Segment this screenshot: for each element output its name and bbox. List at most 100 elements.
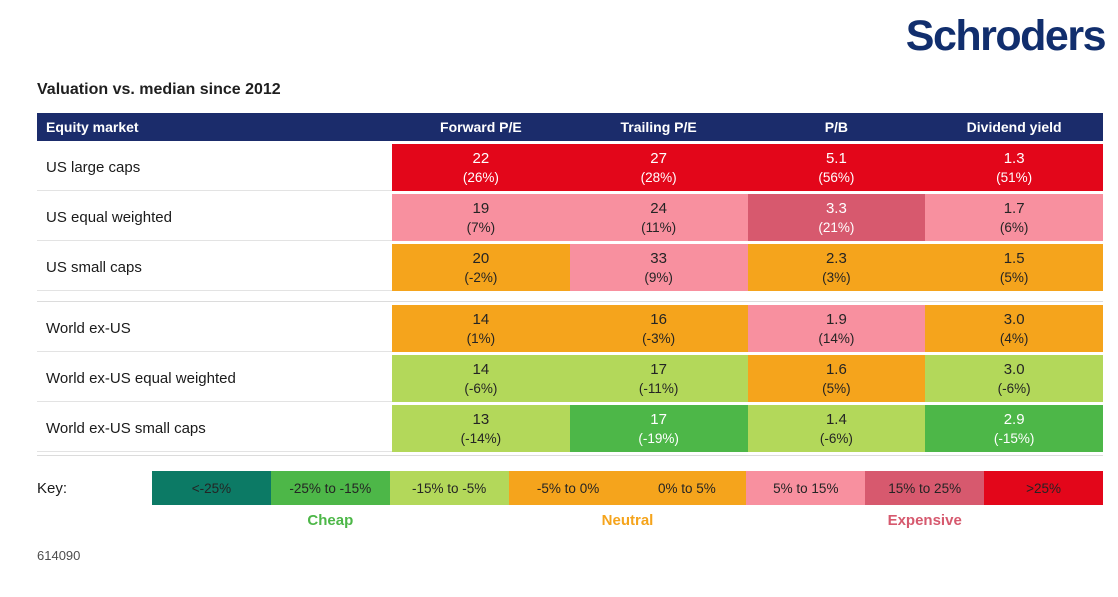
value-cell: 1.5 (5%): [925, 244, 1103, 291]
value-cell: 1.7 (6%): [925, 194, 1103, 241]
cell-percent: (7%): [466, 219, 496, 235]
row-label: World ex-US small caps: [37, 405, 392, 452]
column-header-pb: P/B: [824, 119, 849, 135]
column-header-dividend-yield: Dividend yield: [966, 119, 1062, 135]
table-row: US small caps 20 (-2%) 33 (9%) 2.3 (3%) …: [37, 244, 1103, 291]
cell-value: 1.7: [1003, 199, 1025, 217]
row-label: US small caps: [37, 244, 392, 291]
key-bin: -5% to 0%: [508, 471, 628, 505]
key-color-bar: <-25% -25% to -15% -15% to -5% -5% to 0%…: [152, 471, 1103, 505]
key-category-neutral: Neutral: [601, 511, 654, 529]
cell-percent: (-15%): [993, 430, 1035, 446]
table-row: US equal weighted 19 (7%) 24 (11%) 3.3 (…: [37, 194, 1103, 241]
cell-value: 1.5: [1003, 249, 1025, 267]
cell-percent: (-6%): [819, 430, 853, 446]
key-category-labels: Cheap Neutral Expensive: [152, 509, 1103, 531]
key-bin: -15% to -5%: [389, 471, 509, 505]
value-cell: 20 (-2%): [392, 244, 570, 291]
cell-value: 17: [650, 410, 667, 428]
cell-value: 22: [472, 149, 490, 167]
color-key: Key: <-25% -25% to -15% -15% to -5% -5% …: [37, 471, 1103, 505]
cell-value: 2.9: [1003, 410, 1025, 428]
value-cell: 13 (-14%): [392, 405, 570, 452]
value-cell: 5.1 (56%): [747, 144, 926, 191]
table-row: US large caps 22 (26%) 27 (28%) 5.1 (56%…: [37, 144, 1103, 191]
cell-percent: (-14%): [460, 430, 502, 446]
key-bin: >25%: [984, 471, 1103, 505]
column-header-trailing-pe: Trailing P/E: [620, 119, 697, 135]
value-cell: 1.3 (51%): [925, 144, 1103, 191]
value-cell: 22 (26%): [392, 144, 570, 191]
value-cell: 2.9 (-15%): [925, 405, 1103, 452]
table-row: World ex-US equal weighted 14 (-6%) 17 (…: [37, 355, 1103, 402]
cell-percent: (3%): [822, 269, 851, 285]
value-cell: 3.3 (21%): [747, 194, 926, 241]
cell-value: 1.3: [1003, 149, 1025, 167]
value-cell: 2.3 (3%): [747, 244, 926, 291]
value-cell: 14 (1%): [392, 305, 570, 352]
table-header: Equity market Forward P/E Trailing P/E P…: [37, 113, 1103, 141]
table-row: World ex-US 14 (1%) 16 (-3%) 1.9 (14%) 3…: [37, 305, 1103, 352]
row-label: US equal weighted: [37, 194, 392, 241]
cell-percent: (-19%): [638, 430, 679, 446]
cell-value: 27: [650, 149, 667, 167]
world-ex-us-group: World ex-US 14 (1%) 16 (-3%) 1.9 (14%) 3…: [37, 301, 1103, 456]
cell-percent: (6%): [999, 219, 1029, 235]
cell-value: 3.0: [1003, 360, 1025, 378]
cell-percent: (9%): [644, 269, 673, 285]
cell-value: 14: [472, 310, 490, 328]
cell-percent: (14%): [818, 330, 855, 346]
cell-percent: (11%): [641, 219, 677, 235]
cell-percent: (-3%): [642, 330, 676, 346]
key-bin: 0% to 5%: [627, 471, 747, 505]
cell-percent: (1%): [466, 330, 496, 346]
document-number: 614090: [37, 548, 81, 563]
cell-value: 5.1: [825, 149, 847, 167]
cell-value: 19: [472, 199, 490, 217]
cell-percent: (51%): [996, 169, 1033, 185]
key-bin: 15% to 25%: [865, 471, 985, 505]
cell-value: 14: [472, 360, 490, 378]
cell-value: 13: [472, 410, 490, 428]
cell-percent: (21%): [818, 219, 855, 235]
value-cell: 27 (28%): [569, 144, 748, 191]
schroders-logo: Schroders: [905, 12, 1107, 60]
value-cell: 33 (9%): [569, 244, 748, 291]
key-category-expensive: Expensive: [887, 511, 962, 529]
value-cell: 3.0 (-6%): [925, 355, 1103, 402]
cell-percent: (-2%): [464, 269, 498, 285]
value-cell: 24 (11%): [569, 194, 748, 241]
column-header-equity-market: Equity market: [46, 119, 139, 135]
cell-value: 1.6: [825, 360, 847, 378]
cell-value: 1.4: [825, 410, 847, 428]
key-bin: <-25%: [152, 471, 271, 505]
value-cell: 14 (-6%): [392, 355, 570, 402]
cell-percent: (5%): [822, 380, 851, 396]
key-bin: -25% to -15%: [270, 471, 390, 505]
us-group: US large caps 22 (26%) 27 (28%) 5.1 (56%…: [37, 144, 1103, 291]
cell-value: 2.3: [825, 249, 847, 267]
cell-value: 20: [472, 249, 490, 267]
value-cell: 19 (7%): [392, 194, 570, 241]
cell-percent: (-6%): [464, 380, 498, 396]
cell-percent: (5%): [999, 269, 1029, 285]
cell-percent: (-6%): [997, 380, 1031, 396]
value-cell: 17 (-11%): [569, 355, 748, 402]
cell-percent: (28%): [640, 169, 677, 185]
cell-value: 16: [650, 310, 667, 328]
value-cell: 1.9 (14%): [747, 305, 926, 352]
cell-percent: (-11%): [638, 380, 679, 396]
value-cell: 17 (-19%): [569, 405, 748, 452]
value-cell: 1.4 (-6%): [747, 405, 926, 452]
table-bottom-rule: [37, 455, 1103, 456]
row-label: World ex-US equal weighted: [37, 355, 392, 402]
key-category-cheap: Cheap: [307, 511, 354, 529]
key-label: Key:: [37, 479, 68, 497]
cell-percent: (56%): [818, 169, 855, 185]
value-cell: 16 (-3%): [569, 305, 748, 352]
row-label: US large caps: [37, 144, 392, 191]
cell-value: 33: [650, 249, 667, 267]
key-bin: 5% to 15%: [746, 471, 866, 505]
cell-value: 3.0: [1003, 310, 1025, 328]
